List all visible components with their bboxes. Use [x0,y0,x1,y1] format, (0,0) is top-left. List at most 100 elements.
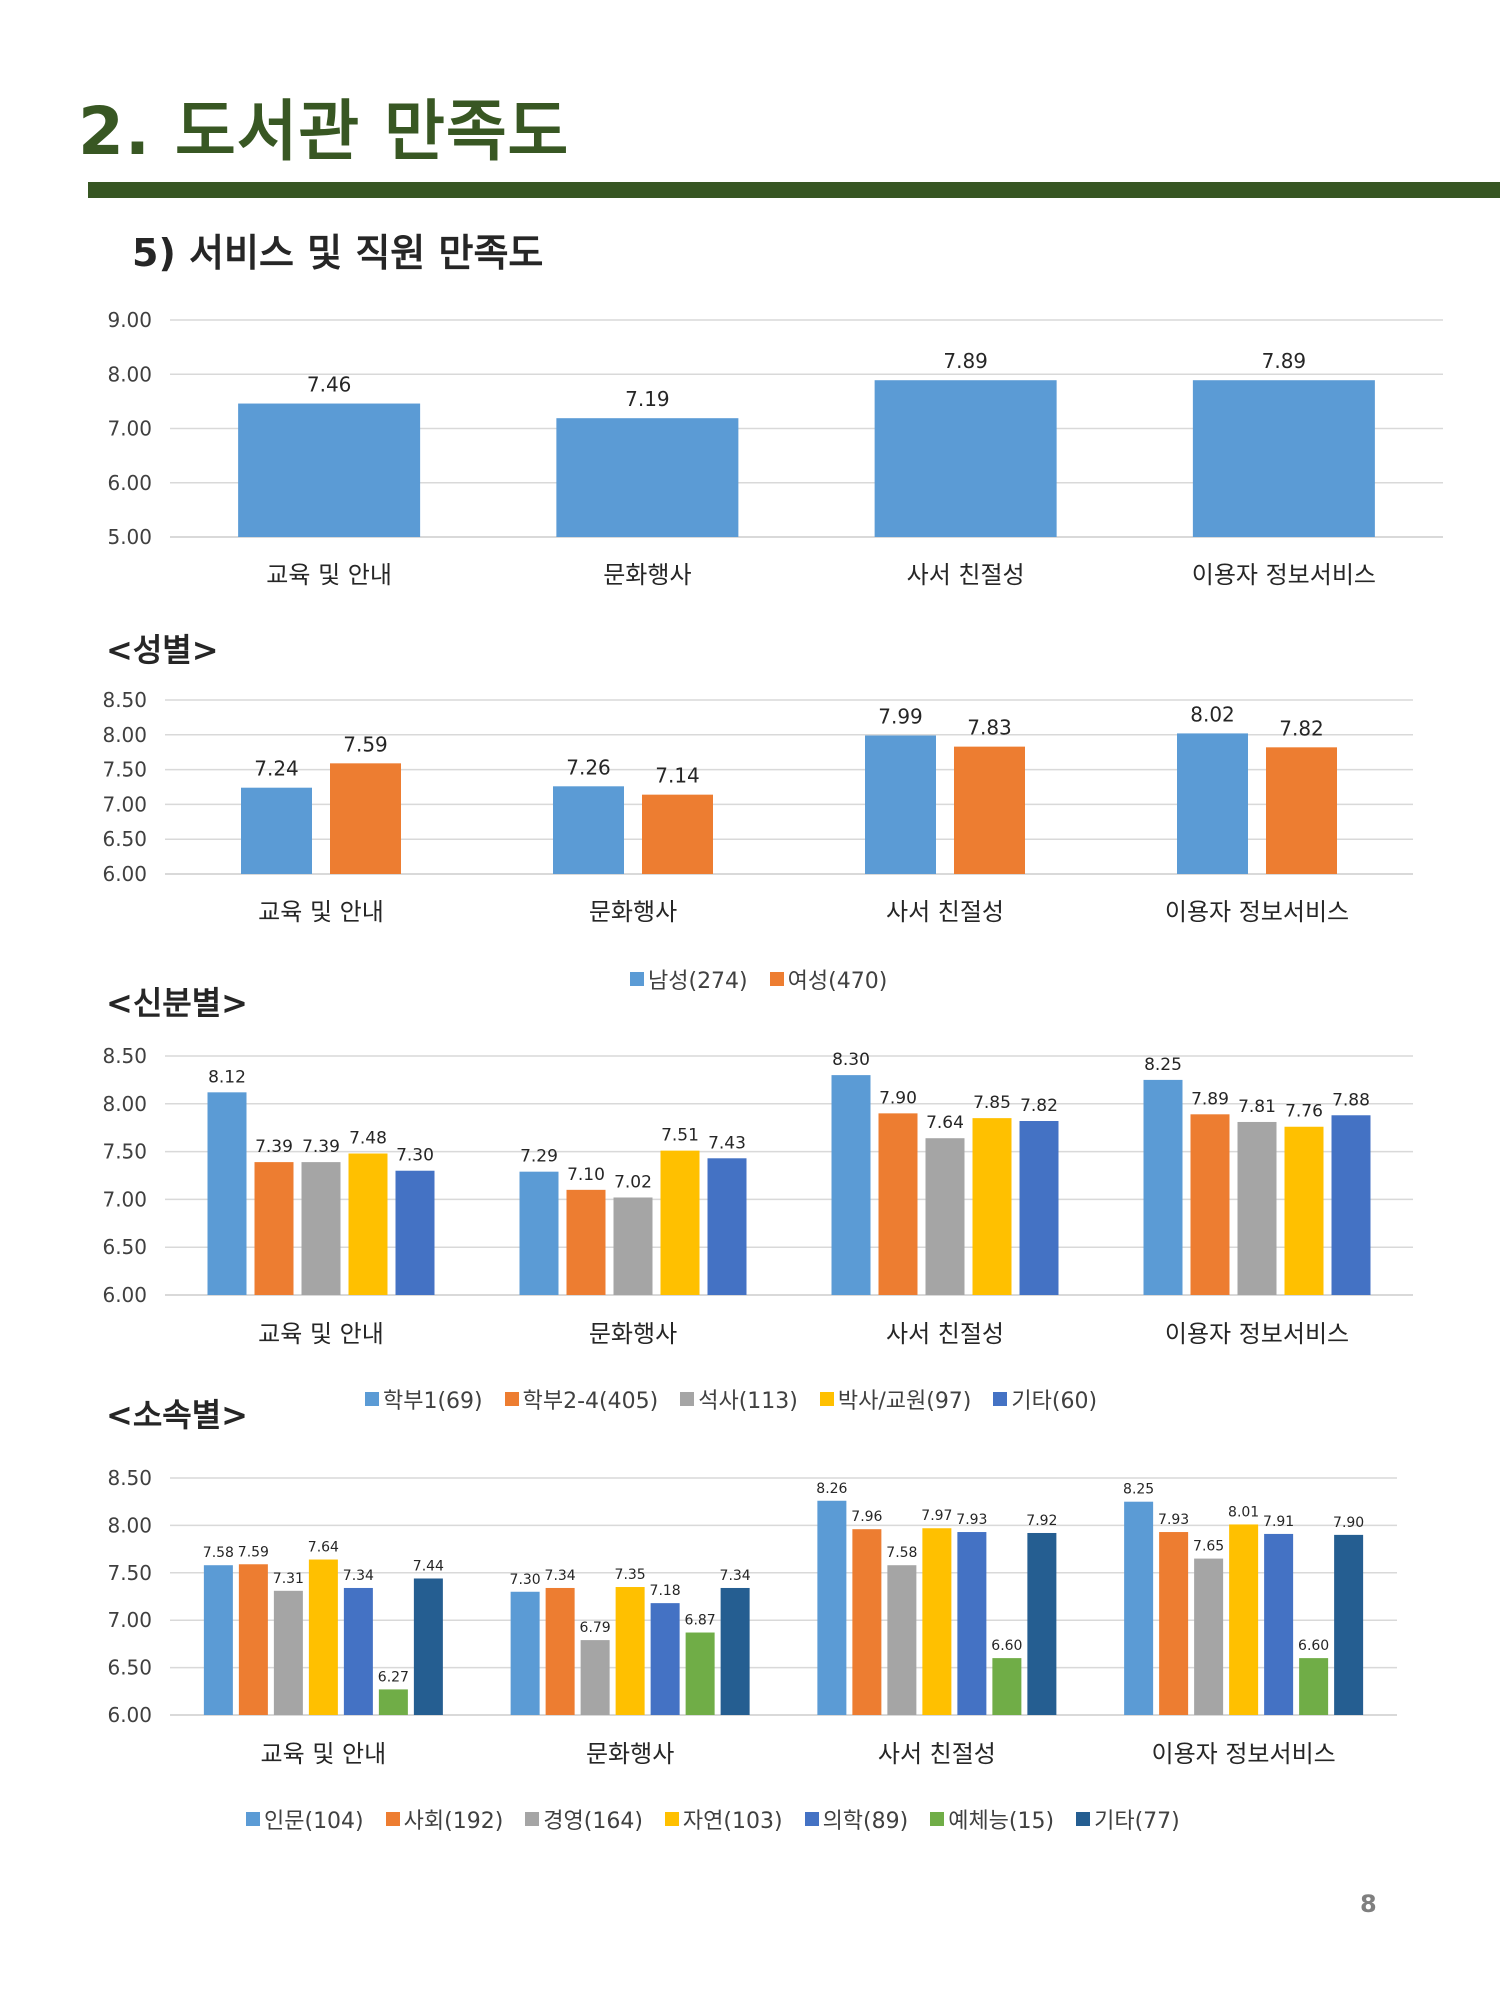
bar-인문-104-1 [203,1565,233,1715]
data-label: 7.18 [650,1583,681,1599]
data-label: 7.58 [203,1545,234,1561]
gender-section-label: <성별> [106,631,219,669]
bar-학부1-69-1 [207,1092,247,1295]
data-label: 7.34 [720,1568,751,1584]
legend-label: 기타(77) [1094,1809,1180,1834]
legend-item-기타-77: 기타(77) [1076,1803,1180,1835]
overall-satisfaction-chart: 5.00 6.00 7.00 8.00 9.00 7.46 교육 및 안내 7.19 문화행사 7… [107,308,1443,589]
bar-학부1-69-2 [519,1171,559,1295]
bar-자연-103-1 [308,1559,338,1715]
bar-자연-103-2 [615,1587,645,1715]
y-tick-label: 7.00 [107,1608,152,1632]
y-tick-label: 7.00 [102,792,147,816]
legend-item-학부2-4-405: 학부2-4(405) [504,1383,658,1415]
y-tick-label: 9.00 [107,308,152,332]
bar-여성-470-2 [642,794,713,874]
legend-item-인문-104: 인문(104) [246,1803,364,1835]
data-label: 6.79 [580,1620,611,1636]
gender-chart-legend: 남성(274) 여성(470) [630,963,887,995]
legend-label: 경영(164) [543,1809,643,1834]
x-category-label: 사서 친절성 [907,561,1025,589]
legend-label: 인문(104) [264,1809,364,1834]
bar-경영-164-2 [580,1640,610,1715]
bar-예체능-15-2 [685,1632,715,1715]
data-label: 7.30 [510,1572,541,1588]
data-label: 7.64 [926,1113,964,1133]
bar-학부1-69-4 [1143,1079,1183,1295]
data-label: 7.82 [1279,716,1324,740]
bar-인문-104-4 [1124,1501,1154,1715]
data-label: 7.99 [878,704,923,728]
data-label: 6.27 [378,1669,409,1685]
bar-석사-113-1 [301,1162,341,1295]
y-tick-label: 8.50 [102,688,147,712]
legend-item-사회-192: 사회(192) [385,1803,503,1835]
bar-학부1-69-3 [831,1075,871,1295]
bar-박사-교원-97-2 [660,1150,700,1295]
legend-label: 석사(113) [698,1389,798,1414]
x-category-label: 문화행사 [589,898,677,926]
data-label: 8.30 [832,1050,870,1070]
legend-item-의학-89: 의학(89) [804,1803,909,1835]
bar-학부2-4-405-1 [254,1162,294,1295]
bar-여성-470-1 [330,763,401,874]
y-tick-label: 8.50 [102,1044,147,1068]
affiliation-section-label: <소속별> [106,1396,248,1434]
bar-석사-113-2 [613,1197,653,1295]
affiliation-chart-legend: 인문(104) 사회(192) 경영(164) 자연(103) 의학(89) 예체능(15… [246,1803,1180,1835]
bar-여성-470-3 [954,746,1025,874]
data-label: 7.90 [1333,1515,1364,1531]
bar-의학-89-1 [343,1587,373,1715]
bar-학부2-4-405-3 [878,1113,918,1295]
data-label: 7.34 [545,1568,576,1584]
y-tick-label: 7.00 [107,417,152,441]
bar-예체능-15-4 [1299,1658,1329,1715]
legend-item-경영-164: 경영(164) [525,1803,643,1835]
legend-item-학부1-69: 학부1(69) [365,1383,483,1415]
legend-item-자연-103: 자연(103) [664,1803,783,1835]
legend-label: 기타(60) [1011,1389,1098,1414]
data-label: 7.30 [396,1146,434,1166]
bar-의학-89-3 [957,1532,987,1715]
page-number: 8 [1360,1890,1377,1918]
data-label: 7.65 [1193,1539,1224,1555]
y-tick-label: 8.00 [102,1092,147,1116]
x-category-label: 이용자 정보서비스 [1165,898,1349,926]
legend-item-석사-113: 석사(113) [680,1383,798,1415]
page-title: 2. 도서관 만족도 [78,93,570,170]
bar-예체능-15-1 [378,1689,408,1715]
bar-전체-3 [874,380,1057,537]
data-label: 8.02 [1190,702,1235,726]
gender-satisfaction-chart: 6.00 6.50 7.00 7.50 8.00 8.50 7.24 7.59 교육 및 안내 7… [102,688,1413,926]
data-label: 7.85 [973,1093,1011,1113]
data-label: 7.89 [943,349,988,373]
data-label: 6.60 [991,1638,1022,1654]
data-label: 7.59 [343,732,388,756]
legend-swatch [504,1392,519,1406]
legend-swatch [246,1812,260,1826]
status-satisfaction-chart: 6.00 6.50 7.00 7.50 8.00 8.50 8.12 7.39 7.39 7.48… [102,1044,1413,1348]
data-label: 7.26 [566,755,611,779]
y-tick-label: 6.00 [102,1283,147,1307]
title-underline-bar [88,182,1500,198]
status-section-label: <신분별> [106,984,248,1022]
bar-사회-192-2 [545,1587,575,1715]
data-label: 7.39 [255,1137,293,1157]
data-label: 7.39 [302,1137,340,1157]
data-label: 7.10 [567,1165,605,1185]
data-label: 7.48 [349,1129,387,1149]
data-label: 7.44 [413,1558,444,1574]
bar-전체-2 [556,418,739,537]
y-tick-label: 8.50 [107,1466,152,1490]
legend-label: 의학(89) [822,1809,909,1834]
legend-item-박사-교원-97: 박사/교원(97) [819,1383,971,1415]
data-label: 7.43 [708,1133,746,1153]
data-label: 7.88 [1332,1090,1370,1110]
bar-전체-1 [238,403,421,537]
data-label: 7.58 [886,1545,917,1561]
bar-박사-교원-97-3 [972,1118,1012,1295]
x-category-label: 문화행사 [589,1320,677,1348]
legend-label: 예체능(15) [948,1809,1055,1834]
x-category-label: 이용자 정보서비스 [1151,1740,1335,1768]
data-label: 7.89 [1191,1089,1229,1109]
